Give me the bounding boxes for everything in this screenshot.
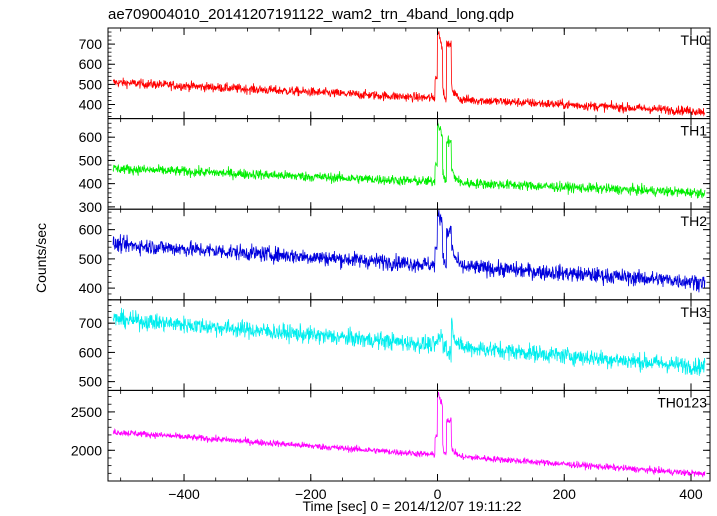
chart-title: ae709004010_20141207191122_wam2_trn_4ban… [108, 6, 514, 23]
series-label: TH1 [681, 123, 708, 139]
y-tick-label: 500 [79, 374, 103, 390]
panel-th3: 500 600 700 TH3 [79, 299, 711, 391]
y-tick-label: 700 [79, 36, 103, 52]
x-tick-label: 400 [679, 486, 703, 502]
y-tick-label: 500 [79, 76, 103, 92]
panel-frame [107, 27, 711, 120]
series-label: TH3 [681, 304, 708, 320]
x-tick-label: −400 [168, 486, 200, 502]
panel-frame [107, 389, 711, 482]
y-tick-label: 2500 [71, 404, 102, 420]
panels: 400 500 600 700 TH0 300 400 500 600 TH1 400 500 600 T… [71, 27, 711, 482]
series-line-th3 [112, 307, 706, 376]
y-tick-label: 2000 [71, 442, 102, 458]
x-tick-label: 200 [553, 486, 577, 502]
panel-th0: 400 500 600 700 TH0 [79, 27, 711, 120]
series-line-th2 [112, 209, 706, 293]
y-tick-label: 300 [79, 199, 103, 215]
series-label: TH2 [681, 213, 708, 229]
y-tick-label: 500 [79, 152, 103, 168]
series-line-th0123 [112, 391, 706, 478]
x-tick-label: 0 [434, 486, 442, 502]
y-axis-label: Counts/sec [33, 223, 49, 293]
x-tick-label: −200 [295, 486, 327, 502]
y-tick-label: 600 [79, 222, 103, 238]
panel-frame [107, 299, 711, 391]
panel-th1: 300 400 500 600 TH1 [79, 118, 711, 215]
x-axis: −400 −200 0 200 400 [168, 486, 703, 502]
panel-th0123: 2000 2500 TH0123 [71, 389, 711, 482]
panel-frame [107, 118, 711, 210]
series-line-th1 [112, 119, 706, 199]
panel-th2: 400 500 600 TH2 [79, 208, 711, 301]
y-tick-label: 600 [79, 344, 103, 360]
y-tick-label: 500 [79, 251, 103, 267]
x-axis-label: Time [sec] 0 = 2014/12/07 19:11:22 [302, 498, 521, 514]
y-tick-label: 400 [79, 97, 103, 113]
y-tick-label: 400 [79, 176, 103, 192]
y-tick-label: 600 [79, 129, 103, 145]
series-label: TH0 [681, 32, 708, 48]
series-label: TH0123 [657, 394, 707, 410]
y-tick-label: 600 [79, 56, 103, 72]
y-tick-label: 400 [79, 280, 103, 296]
series-line-th0 [112, 29, 706, 117]
panel-frame [107, 208, 711, 301]
y-tick-label: 700 [79, 315, 103, 331]
